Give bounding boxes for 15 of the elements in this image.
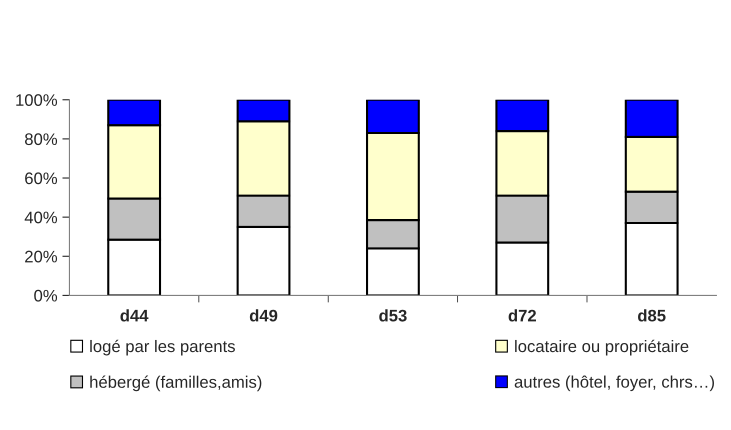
x-tick-label: d72 (508, 309, 536, 322)
y-tick-label: 0% (34, 290, 58, 302)
y-tick-label: 80% (25, 133, 58, 146)
legend-label: autres (hôtel, foyer, chrs…) (514, 375, 714, 392)
y-tick-label: 100% (16, 94, 58, 106)
y-tick-label: 20% (25, 250, 58, 262)
y-tick-label: 60% (25, 172, 58, 184)
legend-label: hébergé (familles,amis) (90, 375, 262, 392)
x-tick-label: d53 (379, 309, 407, 322)
legend-label: locataire ou propriétaire (515, 340, 688, 356)
legend-label: logé par les parents (90, 340, 235, 356)
x-tick-label: d44 (120, 309, 148, 322)
x-tick-label: d49 (250, 309, 278, 322)
x-tick-label: d85 (638, 309, 666, 322)
y-tick-label: 40% (24, 212, 58, 224)
